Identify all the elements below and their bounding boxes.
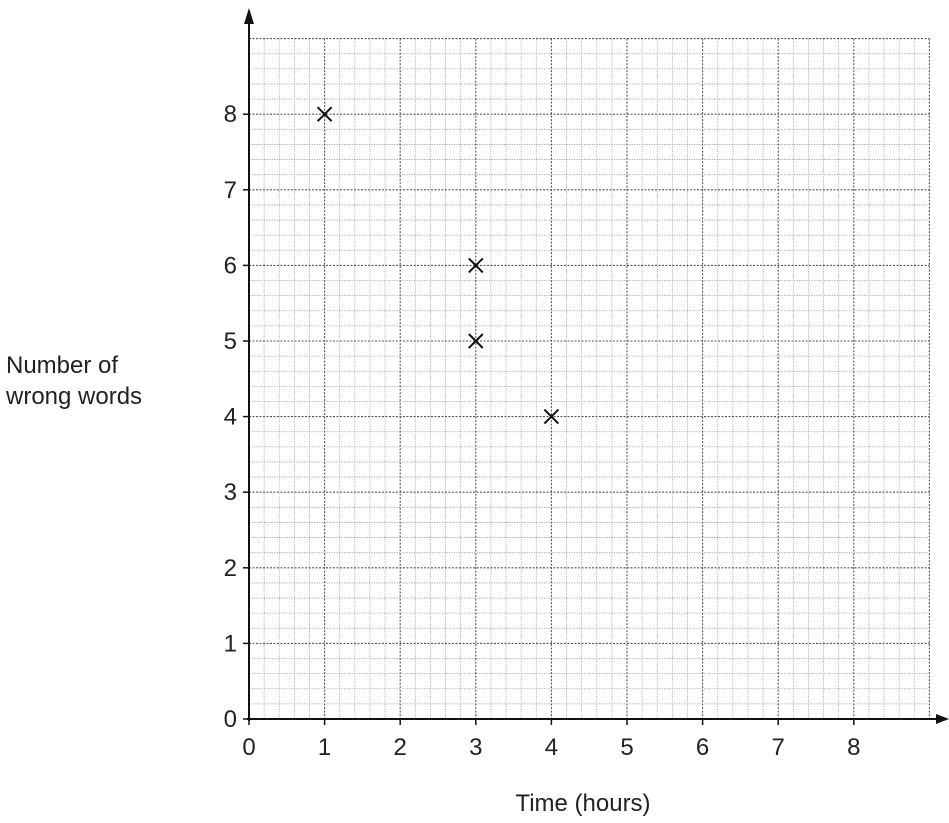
cross-stroke <box>468 257 484 274</box>
axes <box>244 8 949 724</box>
cross-stroke <box>468 333 484 349</box>
tick-labels: 0 1 2 3 4 5 6 7 8 0 1 2 3 4 5 6 7 8 <box>224 101 861 761</box>
x-tick-label: 5 <box>620 734 633 761</box>
y-tick-label: 3 <box>224 479 237 506</box>
y-tick-label: 7 <box>224 177 237 204</box>
cross-stroke <box>543 408 560 425</box>
x-tick-label: 0 <box>242 734 255 761</box>
major-grid <box>249 38 930 719</box>
x-tick-label: 2 <box>394 734 407 761</box>
y-tick-label: 0 <box>224 706 237 733</box>
x-tick-label: 7 <box>772 734 785 761</box>
x-axis-label: Time (hours) <box>515 790 650 817</box>
y-tick-label: 4 <box>224 404 237 431</box>
data-point-cross <box>468 257 484 274</box>
data-point-cross <box>543 408 560 425</box>
x-tick-label: 4 <box>545 734 558 761</box>
y-axis-arrow <box>244 8 254 24</box>
y-tick-label: 5 <box>224 328 237 355</box>
cross-stroke <box>316 106 333 122</box>
x-axis-arrow <box>936 714 949 724</box>
y-tick-label: 2 <box>224 555 237 582</box>
data-points <box>316 106 560 425</box>
x-tick-label: 6 <box>696 734 709 761</box>
minor-grid <box>249 38 930 719</box>
y-tick-label: 1 <box>224 630 237 657</box>
y-tick-label: 6 <box>224 252 237 279</box>
x-tick-label: 3 <box>469 734 482 761</box>
x-tick-label: 8 <box>847 734 860 761</box>
data-point-cross <box>316 106 333 122</box>
y-axis-label-line-1: Number of <box>6 352 118 379</box>
y-axis-label-line-2: wrong words <box>5 383 142 410</box>
data-point-cross <box>468 333 484 349</box>
x-tick-label: 1 <box>318 734 331 761</box>
y-tick-label: 8 <box>224 101 237 128</box>
